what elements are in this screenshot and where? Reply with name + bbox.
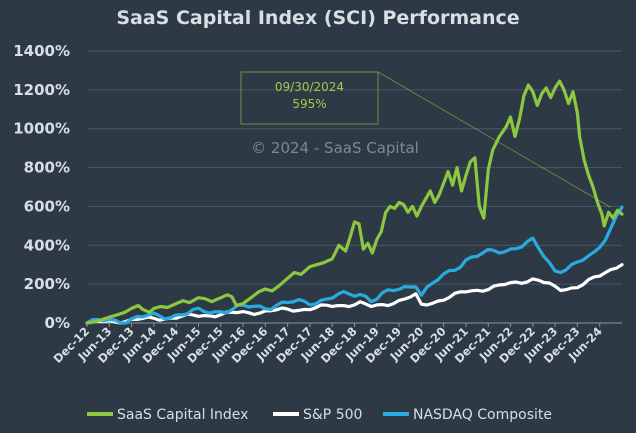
y-tick-label: 1200% xyxy=(13,81,70,99)
legend-label-nasdaq: NASDAQ Composite xyxy=(413,407,552,423)
y-tick-label: 600% xyxy=(24,197,70,215)
y-tick-label: 400% xyxy=(24,236,70,254)
series-line-sp500 xyxy=(85,263,624,325)
legend-item-sp500: S&P 500 xyxy=(273,407,362,423)
series xyxy=(85,79,624,325)
series-line-saas-capital-index xyxy=(85,79,624,325)
annotation-date: 09/30/2024 xyxy=(275,80,344,94)
series-line-nasdaq xyxy=(85,205,624,325)
legend-item-sci: SaaS Capital Index xyxy=(87,407,248,423)
legend-item-nasdaq: NASDAQ Composite xyxy=(383,407,552,423)
legend: SaaS Capital Index S&P 500 NASDAQ Compos… xyxy=(87,407,552,423)
y-tick-label: 800% xyxy=(24,159,70,177)
grid xyxy=(87,50,622,285)
annotation-leader-line xyxy=(377,71,612,208)
annotation-box xyxy=(240,71,379,125)
y-tick-label: 1000% xyxy=(13,120,70,138)
annotation: 09/30/2024 595% xyxy=(240,71,612,208)
y-tick-label: 200% xyxy=(24,275,70,293)
legend-label-sci: SaaS Capital Index xyxy=(117,407,248,423)
watermark: © 2024 - SaaS Capital xyxy=(251,139,419,157)
y-tick-label: 0% xyxy=(45,314,70,332)
watermark-layer: © 2024 - SaaS Capital xyxy=(251,139,419,157)
annotation-value: 595% xyxy=(292,97,326,111)
legend-label-sp500: S&P 500 xyxy=(303,407,362,423)
y-tick-label: 1400% xyxy=(13,42,70,60)
chart-title: SaaS Capital Index (SCI) Performance xyxy=(116,7,519,29)
